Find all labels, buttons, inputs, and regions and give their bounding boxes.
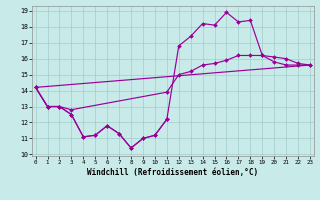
X-axis label: Windchill (Refroidissement éolien,°C): Windchill (Refroidissement éolien,°C) xyxy=(87,168,258,177)
